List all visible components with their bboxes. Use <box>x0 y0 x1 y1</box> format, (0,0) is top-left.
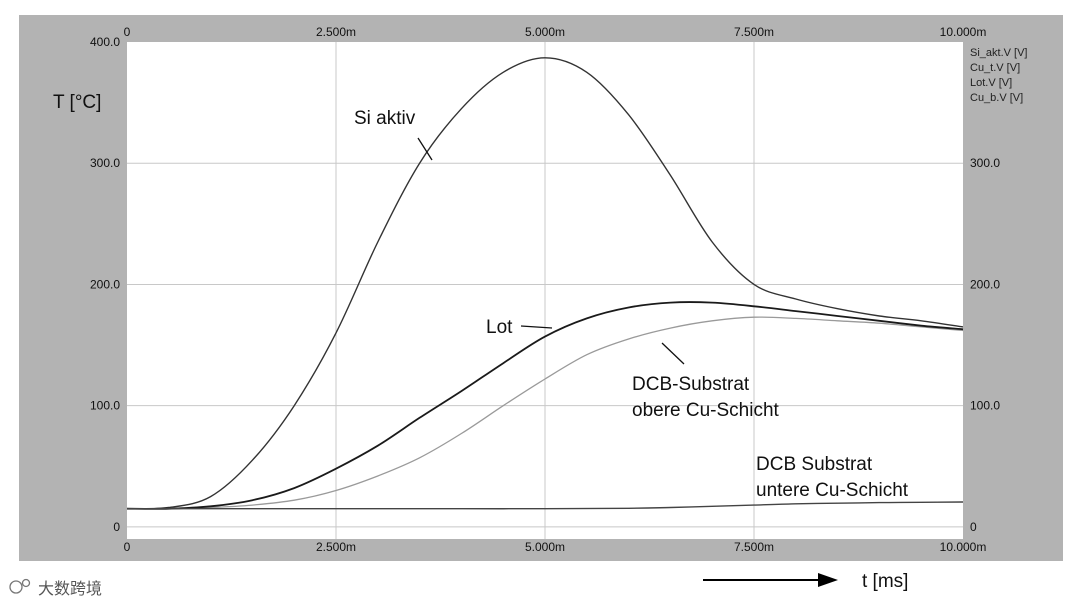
watermark: 大数跨境 <box>9 578 102 598</box>
x-tick-bottom-2: 5.000m <box>525 540 565 554</box>
x-tick-bottom-0: 0 <box>124 540 131 554</box>
x-tick-top-2: 5.000m <box>525 25 565 39</box>
series-line-2 <box>126 301 964 510</box>
watermark-text: 大数跨境 <box>38 579 102 598</box>
y-tick-left-4: 0 <box>113 520 120 534</box>
legend-entry-3: Cu_b.V [V] <box>970 92 1023 104</box>
y-tick-left-0: 400.0 <box>90 35 120 49</box>
series-line-1 <box>126 316 964 510</box>
series-lines <box>126 57 964 510</box>
y-tick-right-1: 200.0 <box>970 277 1000 291</box>
annotations: Si aktiv Lot DCB-Substrat obere Cu-Schicht D… <box>354 108 909 501</box>
x-axis-unit-label: t [ms] <box>862 571 908 592</box>
x-axis-arrow-head <box>818 573 838 587</box>
grid <box>127 42 963 539</box>
x-tick-top-4: 10.000m <box>940 25 987 39</box>
x-tick-bottom-4: 10.000m <box>940 540 987 554</box>
legend-entry-1: Cu_t.V [V] <box>970 62 1020 74</box>
annotation-dcb_top-leader <box>661 342 685 365</box>
x-tick-top-1: 2.500m <box>316 25 356 39</box>
y-tick-right-3: 0 <box>970 520 977 534</box>
y-tick-left-3: 100.0 <box>90 399 120 413</box>
annotation-lot-leader <box>520 325 553 329</box>
x-tick-top-3: 7.500m <box>734 25 774 39</box>
x-tick-bottom-3: 7.500m <box>734 540 774 554</box>
annotation-dcb_bottom-line-0: DCB Substrat <box>756 454 873 475</box>
legend: Si_akt.V [V] Cu_t.V [V] Lot.V [V] Cu_b.V [V… <box>970 47 1027 104</box>
annotation-dcb_top-line-0: DCB-Substrat <box>632 374 750 395</box>
watermark-logo-dot <box>21 578 31 588</box>
x-tick-bottom-1: 2.500m <box>316 540 356 554</box>
tick-labels: 002.500m2.500m5.000m5.000m7.500m7.500m10… <box>90 25 1000 554</box>
y-tick-right-0: 300.0 <box>970 156 1000 170</box>
series-line-3 <box>127 501 964 510</box>
watermark-logo-icon <box>9 580 23 594</box>
y-tick-left-2: 200.0 <box>90 277 120 291</box>
annotation-si-leader <box>417 137 433 161</box>
y-tick-left-1: 300.0 <box>90 156 120 170</box>
x-tick-top-0: 0 <box>124 25 131 39</box>
annotation-lot-line-0: Lot <box>486 317 513 338</box>
legend-entry-0: Si_akt.V [V] <box>970 47 1027 59</box>
y-tick-right-2: 100.0 <box>970 399 1000 413</box>
series-line-0 <box>126 57 964 510</box>
annotation-dcb_bottom-line-1: untere Cu-Schicht <box>756 480 909 501</box>
annotation-dcb_top-line-1: obere Cu-Schicht <box>632 400 780 421</box>
legend-entry-2: Lot.V [V] <box>970 77 1012 89</box>
y-axis-unit-label: T [°C] <box>53 92 101 113</box>
annotation-si-line-0: Si aktiv <box>354 108 416 129</box>
